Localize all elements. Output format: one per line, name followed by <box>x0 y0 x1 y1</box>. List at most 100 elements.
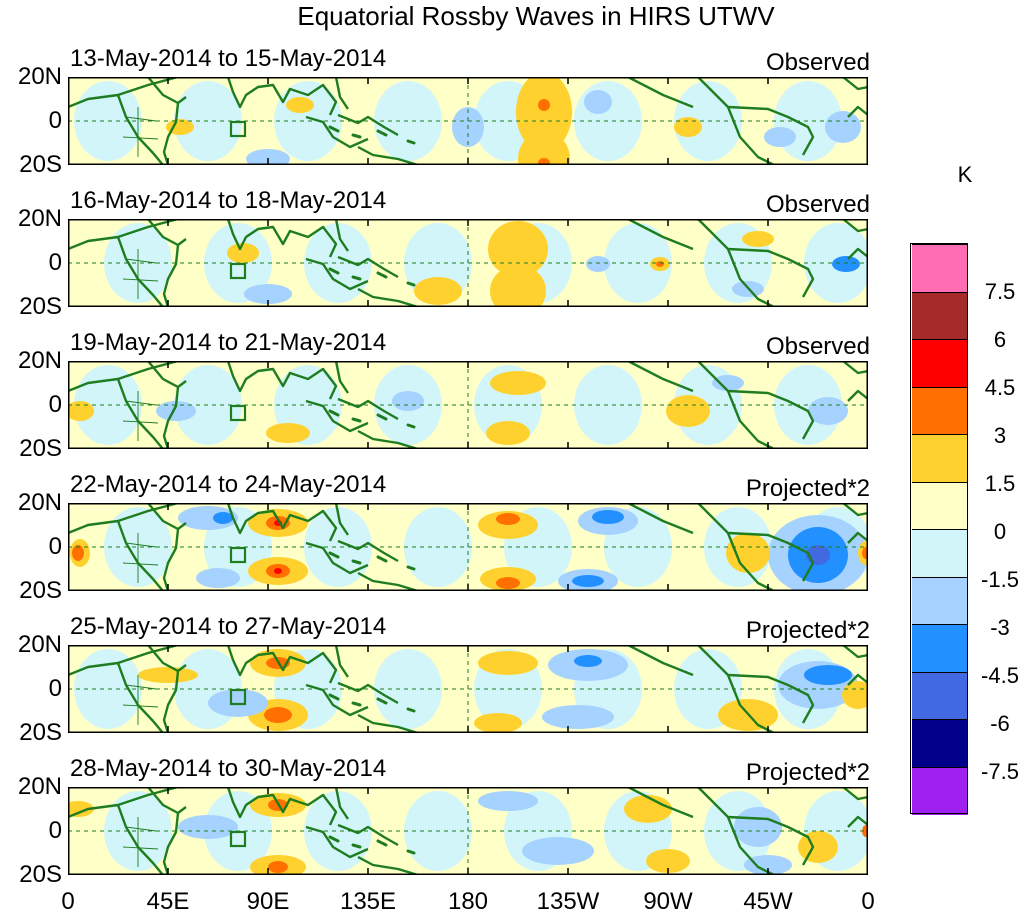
map-panel: 25-May-2014 to 27-May-2014 Projected*2 20N… <box>0 610 880 752</box>
map-panel: 22-May-2014 to 24-May-2014 Projected*2 20N… <box>0 468 880 610</box>
region-box <box>229 262 247 280</box>
latitude-label: 0 <box>48 533 62 560</box>
coastline-4 <box>334 787 419 875</box>
coastline-3 <box>305 823 399 859</box>
coastline-6 <box>627 503 868 544</box>
map-panel: 28-May-2014 to 30-May-2014 Projected*2 20N… <box>0 752 880 894</box>
positive-anomaly <box>264 707 292 723</box>
coastline-2 <box>226 503 338 542</box>
islands <box>328 125 416 145</box>
longitude-tick-label: 135W <box>536 888 600 915</box>
longitude-tick-label: 180 <box>447 888 489 915</box>
latitude-label: 20S <box>19 861 62 888</box>
panel-type-label: Observed <box>765 333 870 360</box>
islands <box>328 835 416 855</box>
latitude-label: 0 <box>48 391 62 418</box>
country-borders <box>122 249 159 299</box>
coastline-6 <box>627 219 868 260</box>
coastline-2 <box>226 77 338 116</box>
anomaly-map <box>68 361 868 449</box>
negative-anomaly <box>808 397 848 425</box>
map-panel: 19-May-2014 to 21-May-2014 Observed 20N 0 20… <box>0 326 880 468</box>
colorbar-label: 1.5 <box>984 471 1016 496</box>
map-plot <box>68 645 868 733</box>
latitude-label: 0 <box>48 249 62 276</box>
panel-date-range: 19-May-2014 to 21-May-2014 <box>70 329 387 356</box>
panel-type-label: Observed <box>765 49 870 76</box>
latitude-label: 20N <box>17 347 62 374</box>
anomaly-shading <box>70 506 868 591</box>
colorbar-swatch <box>912 671 968 720</box>
longitude-tick-label: 0 <box>61 888 75 915</box>
latitude-label: 20N <box>17 631 62 658</box>
map-plot <box>68 361 868 449</box>
colorbar-label: -6 <box>990 711 1010 736</box>
coastlines <box>68 787 868 875</box>
colorbar-label: 7.5 <box>984 279 1016 304</box>
coastline-5 <box>697 503 815 591</box>
colorbar-swatch <box>912 434 968 482</box>
colorbar-swatch <box>912 386 968 435</box>
country-borders <box>122 675 159 725</box>
positive-anomaly <box>490 371 546 395</box>
coastline-3 <box>305 681 399 717</box>
positive-anomaly <box>268 861 288 873</box>
coastline-2 <box>226 787 338 826</box>
panel-type-label: Observed <box>765 191 870 218</box>
anomaly-map <box>68 787 868 875</box>
panel-date-range: 13-May-2014 to 15-May-2014 <box>70 45 387 72</box>
coastline-4 <box>334 219 419 307</box>
negative-anomaly <box>734 807 782 847</box>
colorbar-label: -1.5 <box>981 567 1019 592</box>
negative-anomaly <box>392 391 424 411</box>
negative-anomaly <box>592 510 624 524</box>
colorbar-swatch <box>912 576 968 625</box>
latitude-label: 0 <box>48 817 62 844</box>
negative-anomaly <box>478 791 538 811</box>
slight-negative-anomaly <box>304 791 372 871</box>
negative-anomaly <box>178 815 238 839</box>
longitude-tick-label: 45W <box>743 888 793 915</box>
colorbar-label: 0 <box>993 519 1007 544</box>
positive-anomaly <box>68 401 94 421</box>
longitude-tick-label: 90E <box>246 888 290 915</box>
latitude-label: 20S <box>19 293 62 320</box>
latitude-label: 20S <box>19 435 62 462</box>
negative-anomaly <box>804 665 852 685</box>
negative-anomaly <box>542 705 614 729</box>
negative-anomaly <box>744 855 792 875</box>
coastline-6 <box>627 645 868 686</box>
positive-anomaly <box>478 651 538 675</box>
panel-type-label: Projected*2 <box>745 617 870 644</box>
country-borders <box>122 533 159 583</box>
panel-type-label: Projected*2 <box>745 475 870 502</box>
islands <box>328 693 416 713</box>
negative-anomaly <box>572 575 604 587</box>
negative-anomaly <box>196 568 240 588</box>
coastline-6 <box>627 77 868 118</box>
coastline-5 <box>697 77 815 165</box>
longitude-tick-label: 90W <box>643 888 693 915</box>
colorbar-swatch <box>912 291 968 340</box>
coastline-4 <box>334 503 419 591</box>
region-box <box>229 404 247 422</box>
positive-anomaly <box>68 801 94 817</box>
chart-title: Equatorial Rossby Waves in HIRS UTWV <box>297 1 775 31</box>
anomaly-map <box>68 77 868 165</box>
positive-anomaly <box>286 97 314 113</box>
latitude-label: 20N <box>17 773 62 800</box>
negative-anomaly <box>246 149 290 165</box>
coastline-5 <box>697 361 815 449</box>
coastline-4 <box>334 77 419 165</box>
latitude-label: 20S <box>19 577 62 604</box>
latitude-label: 0 <box>48 675 62 702</box>
latitude-label: 0 <box>48 107 62 134</box>
map-plot <box>68 503 868 591</box>
positive-anomaly <box>516 77 572 152</box>
negative-anomaly <box>156 401 196 421</box>
positive-anomaly <box>496 577 520 589</box>
positive-anomaly <box>666 395 710 427</box>
panel-date-range: 28-May-2014 to 30-May-2014 <box>70 755 387 782</box>
positive-anomaly <box>227 243 259 263</box>
longitude-tick-label: 45E <box>146 888 190 915</box>
